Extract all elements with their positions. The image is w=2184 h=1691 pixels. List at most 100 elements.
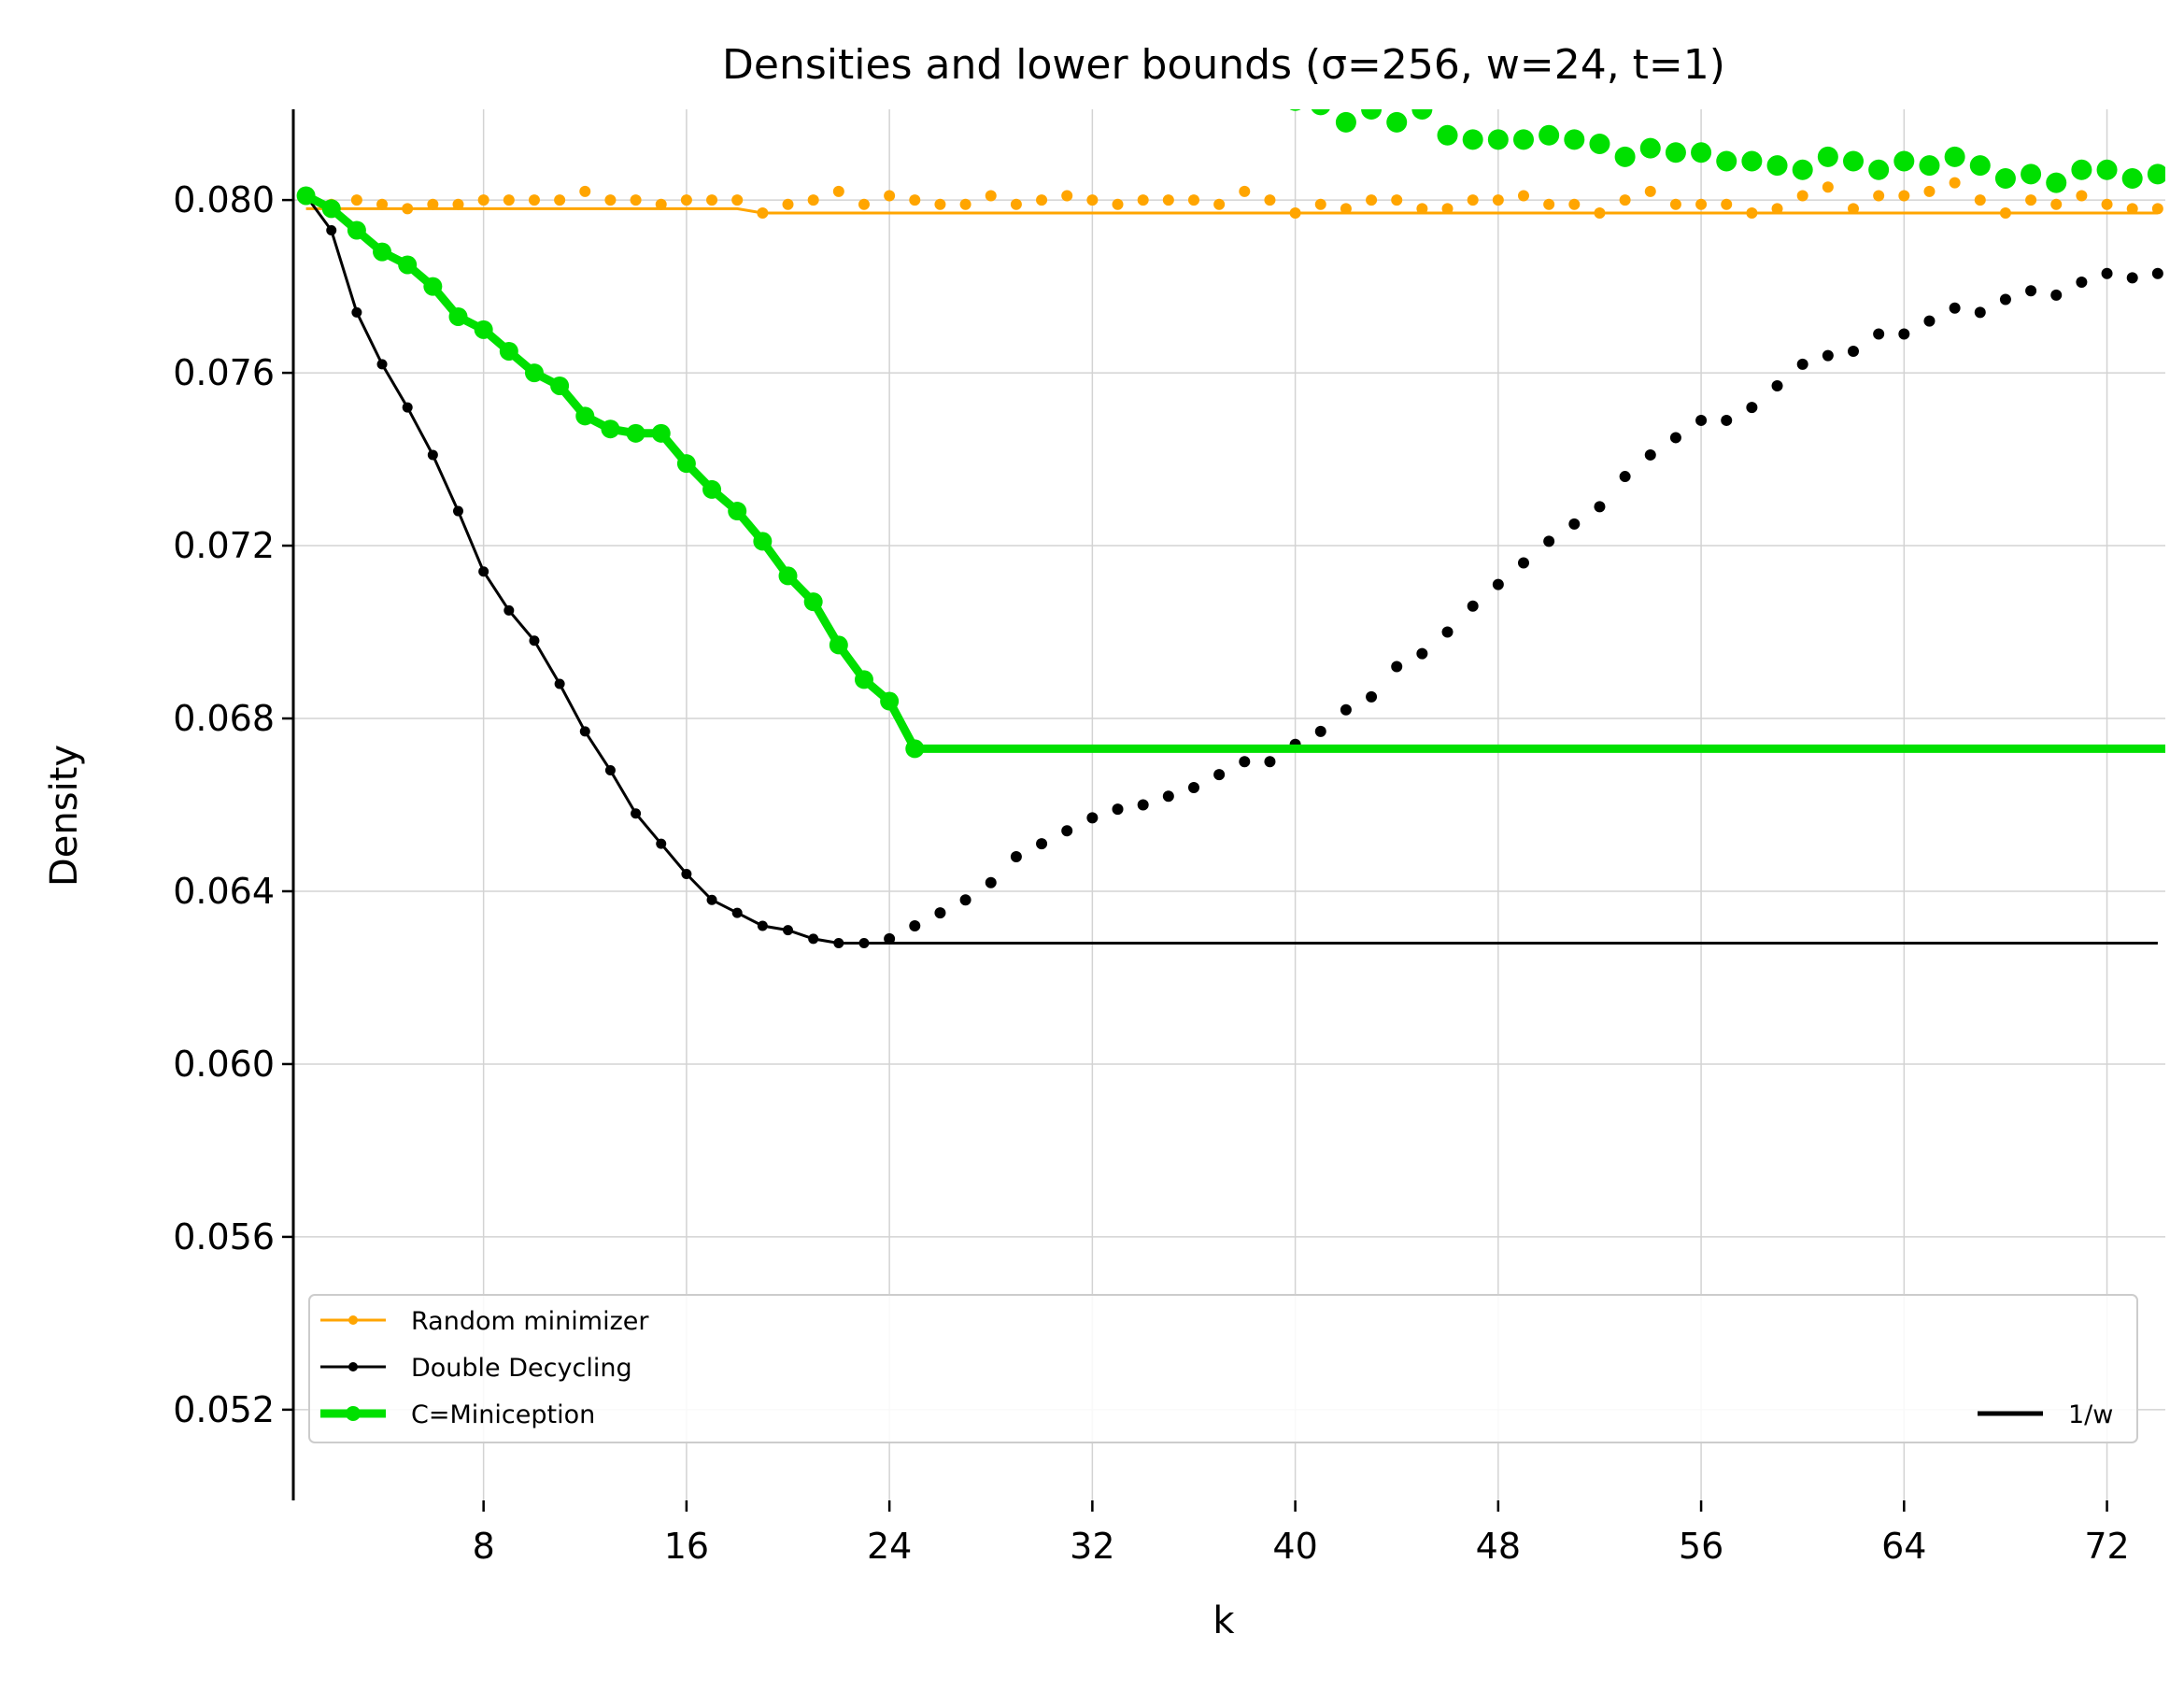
double-decycling-point xyxy=(681,868,692,879)
random-minimizer-point xyxy=(884,190,896,202)
double-decycling-point xyxy=(1036,838,1048,850)
random-minimizer-point xyxy=(782,198,794,210)
c-miniception-point xyxy=(1437,124,1458,146)
double-decycling-point xyxy=(1873,328,1885,340)
grid-lines xyxy=(293,109,2165,1500)
random-minimizer-point xyxy=(1086,194,1099,206)
double-decycling-point xyxy=(1467,600,1479,612)
random-minimizer-point xyxy=(1695,198,1708,210)
random-minimizer-point xyxy=(579,185,591,197)
random-minimizer-point xyxy=(1036,194,1048,206)
x-tick-label: 8 xyxy=(473,1526,495,1567)
random-minimizer-point xyxy=(452,198,464,210)
double-decycling-point xyxy=(2076,276,2088,288)
random-minimizer-point xyxy=(1644,185,1656,197)
c-miniception-point xyxy=(702,479,722,499)
c-miniception-point xyxy=(626,423,645,443)
random-minimizer-point xyxy=(1162,194,1174,206)
double-decycling-point xyxy=(1517,557,1529,569)
random-minimizer-point xyxy=(402,203,414,215)
random-minimizer-point xyxy=(807,194,819,206)
double-decycling-point xyxy=(1999,293,2011,306)
random-minimizer-point xyxy=(554,194,566,206)
c-miniception-point xyxy=(1665,142,1686,163)
legend: Random minimizer Double Decycling C=Mini… xyxy=(308,1294,2138,1443)
c-miniception-point xyxy=(398,255,418,275)
random-minimizer-point xyxy=(630,194,642,206)
double-decycling-point xyxy=(503,604,515,616)
double-decycling-point xyxy=(1568,518,1581,530)
y-tick-label: 0.068 xyxy=(173,698,275,739)
c-miniception-line xyxy=(304,192,919,751)
random-minimizer-point xyxy=(1441,203,1454,215)
c-miniception-point xyxy=(753,532,773,551)
random-minimizer-point xyxy=(1771,203,1783,215)
c-miniception-point xyxy=(1868,159,1890,180)
legend-marker-double-decycling-dot xyxy=(348,1362,358,1371)
double-decycling-point xyxy=(1721,414,1733,426)
random-minimizer-point xyxy=(1873,190,1885,202)
random-minimizer-point xyxy=(1061,190,1073,202)
c-miniception-point xyxy=(728,502,747,521)
c-miniception-point xyxy=(1411,109,1433,120)
double-decycling-point xyxy=(1949,302,1961,314)
x-tick-label: 56 xyxy=(1679,1526,1723,1567)
x-tick-label: 32 xyxy=(1070,1526,1114,1567)
c-miniception-point xyxy=(1487,129,1509,150)
double-decycling-point xyxy=(579,726,590,737)
x-tick-label: 48 xyxy=(1476,1526,1521,1567)
double-decycling-point xyxy=(858,937,870,948)
c-miniception-point xyxy=(1919,155,1940,177)
x-tick-label: 24 xyxy=(867,1526,912,1567)
c-miniception-point xyxy=(1817,146,1838,167)
double-decycling-point xyxy=(1391,661,1403,673)
double-decycling-point xyxy=(1848,345,1859,357)
double-decycling-point xyxy=(1340,703,1352,716)
c-miniception-point xyxy=(423,277,443,296)
c-miniception-point xyxy=(829,635,848,655)
random-minimizer-point xyxy=(2050,198,2063,210)
double-decycling-point xyxy=(351,306,362,318)
double-decycling-point xyxy=(1213,769,1226,781)
double-decycling-point xyxy=(1416,647,1428,660)
random-minimizer-bound-line xyxy=(305,206,2158,215)
double-decycling-point xyxy=(1822,349,1834,362)
random-minimizer-point xyxy=(1391,194,1403,206)
double-decycling-point xyxy=(1594,501,1606,513)
double-decycling-point xyxy=(2101,267,2113,279)
double-decycling-point xyxy=(1061,825,1073,837)
y-tick-label: 0.072 xyxy=(173,525,275,566)
double-decycling-point xyxy=(1543,535,1555,547)
c-miniception-point xyxy=(296,186,316,206)
double-decycling-point xyxy=(1086,812,1099,824)
random-minimizer-point xyxy=(1669,198,1681,210)
double-decycling-point xyxy=(554,678,565,689)
y-tick-label: 0.064 xyxy=(173,871,275,912)
double-decycling-point xyxy=(1137,799,1149,811)
c-miniception-point xyxy=(1741,150,1763,172)
double-decycling-point xyxy=(1796,358,1808,370)
random-minimizer-point xyxy=(1949,177,1961,189)
c-miniception-point xyxy=(1716,150,1737,172)
c-miniception-point xyxy=(1564,129,1585,150)
random-minimizer-point xyxy=(680,194,692,206)
double-decycling-point xyxy=(783,925,794,936)
c-miniception-point xyxy=(1944,146,1965,167)
random-minimizer-point xyxy=(2101,198,2113,210)
c-miniception-point xyxy=(1512,129,1534,150)
random-minimizer-point xyxy=(1848,203,1859,215)
random-minimizer-point xyxy=(1999,206,2011,219)
double-decycling-point xyxy=(1974,306,1986,319)
random-minimizer-point xyxy=(1492,194,1504,206)
random-minimizer-point xyxy=(1721,198,1733,210)
legend-label-random-minimizer: Random minimizer xyxy=(411,1307,649,1336)
double-decycling-point xyxy=(1669,432,1681,444)
x-tick-label: 72 xyxy=(2084,1526,2129,1567)
c-miniception-point xyxy=(778,566,798,586)
c-miniception-point xyxy=(321,199,341,219)
double-decycling-point xyxy=(402,402,413,413)
c-miniception-point xyxy=(1614,146,1636,167)
double-decycling-point xyxy=(1695,414,1708,426)
random-minimizer-point xyxy=(1340,203,1352,215)
c-miniception-point xyxy=(2021,163,2042,185)
